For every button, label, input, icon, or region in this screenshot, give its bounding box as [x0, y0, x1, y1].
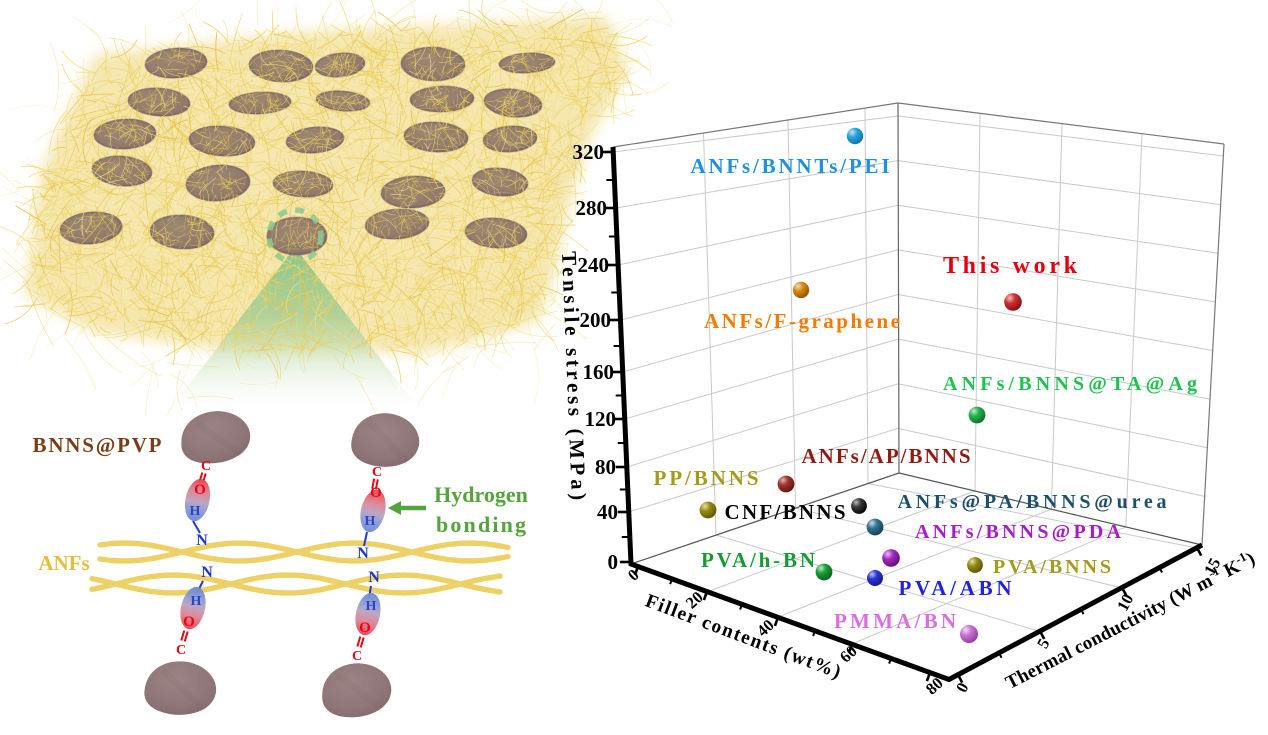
svg-text:CNF/BNNS: CNF/BNNS: [725, 500, 846, 524]
svg-text:O: O: [194, 482, 206, 498]
svg-text:10: 10: [1113, 591, 1138, 614]
svg-text:ANFs/AP/BNNS: ANFs/AP/BNNS: [802, 444, 971, 468]
svg-text:ANFs/F-graphene: ANFs/F-graphene: [704, 309, 900, 333]
svg-text:BNNS@PVP: BNNS@PVP: [33, 433, 162, 457]
svg-text:ANFs@PA/BNNS@urea: ANFs@PA/BNNS@urea: [898, 491, 1167, 513]
svg-text:C: C: [176, 643, 186, 658]
svg-text:O: O: [359, 620, 371, 636]
svg-text:80: 80: [595, 455, 616, 479]
svg-text:240: 240: [578, 253, 610, 277]
svg-text:320: 320: [573, 140, 605, 164]
svg-text:ANFs: ANFs: [38, 551, 89, 575]
svg-text:40: 40: [597, 500, 618, 524]
svg-text:120: 120: [585, 407, 617, 431]
svg-text:PVA/h-BN: PVA/h-BN: [701, 548, 815, 572]
svg-text:N: N: [368, 569, 380, 586]
svg-text:N: N: [201, 564, 213, 581]
svg-text:160: 160: [583, 360, 615, 384]
svg-text:C: C: [372, 465, 382, 480]
svg-text:N: N: [196, 532, 208, 549]
svg-text:C: C: [352, 649, 362, 664]
svg-text:Tensile stress (MPa): Tensile stress (MPa): [557, 251, 591, 501]
svg-text:bonding: bonding: [436, 512, 526, 537]
svg-text:0: 0: [608, 550, 619, 574]
svg-text:PVA/BNNS: PVA/BNNS: [993, 556, 1111, 578]
svg-text:O: O: [183, 614, 195, 630]
svg-text:H: H: [366, 599, 377, 614]
svg-text:Hydrogen: Hydrogen: [434, 482, 528, 507]
svg-text:200: 200: [580, 308, 612, 332]
svg-text:H: H: [365, 514, 376, 529]
svg-text:H: H: [191, 594, 202, 609]
svg-text:H: H: [190, 504, 201, 519]
svg-text:PP/BNNS: PP/BNNS: [654, 466, 759, 490]
svg-text:15: 15: [1200, 555, 1225, 578]
svg-text:C: C: [201, 459, 211, 474]
svg-text:N: N: [357, 545, 369, 562]
svg-text:ANFs/BNNTs/PEI: ANFs/BNNTs/PEI: [691, 154, 890, 178]
svg-text:280: 280: [576, 196, 608, 220]
svg-text:O: O: [370, 485, 382, 501]
